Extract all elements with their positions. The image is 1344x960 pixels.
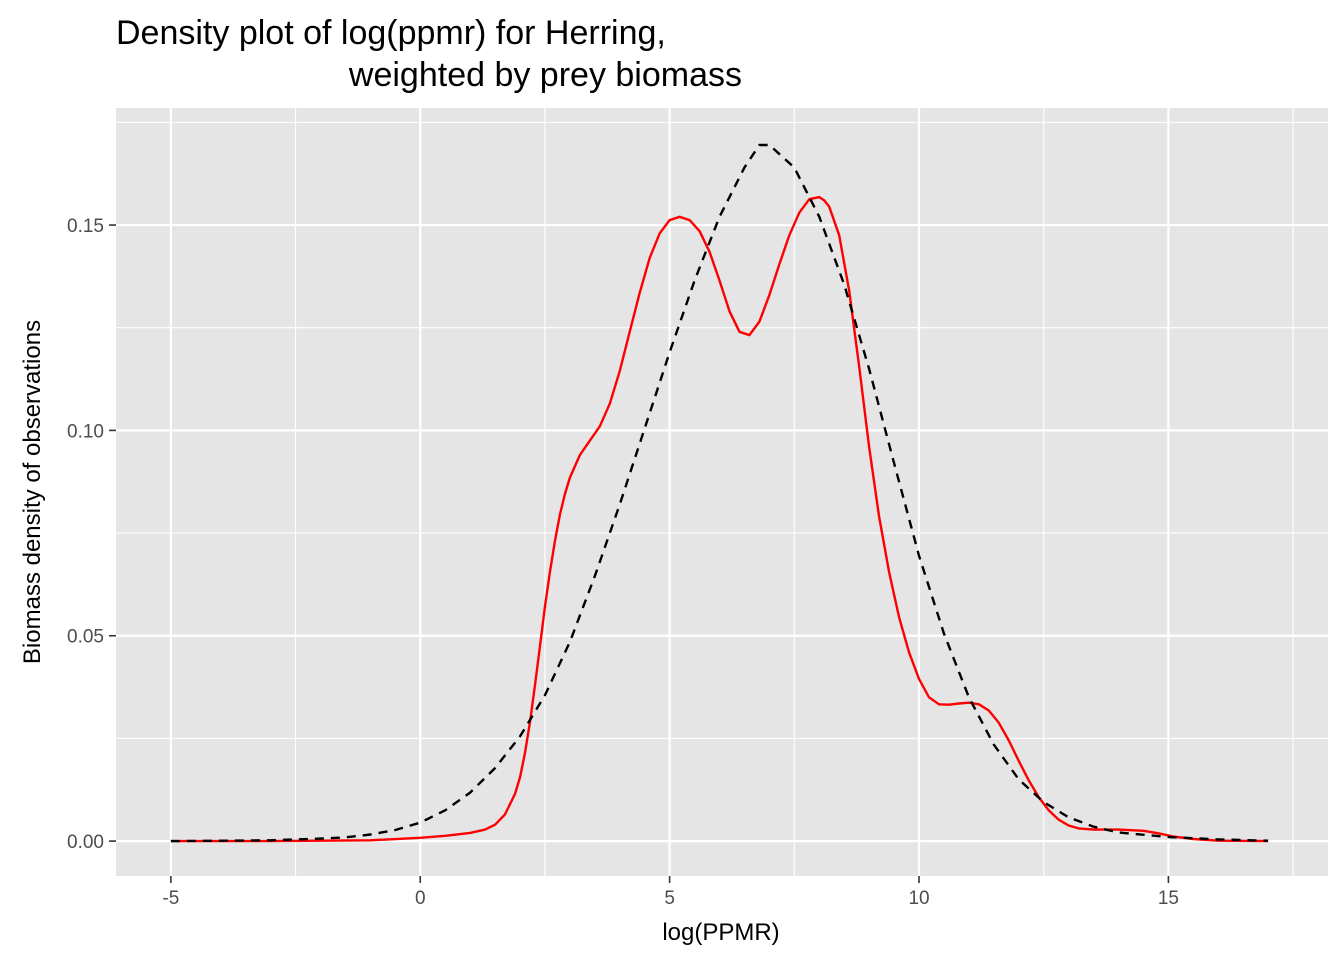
- x-tick-label: 10: [908, 888, 929, 909]
- chart-title-line-1: Density plot of log(ppmr) for Herring,: [116, 14, 666, 52]
- x-tick-label: 5: [664, 888, 675, 909]
- minor-gridlines: [116, 108, 1328, 876]
- x-axis-title: log(PPMR): [662, 919, 779, 946]
- solid-density-line: [170, 195, 1269, 843]
- y-tick-label: 0.05: [67, 627, 104, 648]
- major-gridlines: [116, 108, 1328, 876]
- y-axis-title: Biomass density of observations: [19, 320, 46, 664]
- x-tick-label: 15: [1158, 888, 1179, 909]
- y-tick-label: 0.15: [67, 216, 104, 237]
- x-tick-label: -5: [162, 888, 179, 909]
- plot-panel: [116, 108, 1328, 876]
- y-tick-label: 0.10: [67, 421, 104, 442]
- y-axis: 0.00 0.05 0.10 0.15: [67, 216, 116, 853]
- x-axis: -5 0 5 10 15: [162, 876, 1179, 909]
- y-tick-label: 0.00: [67, 832, 104, 853]
- chart-title-line-2: weighted by prey biomass: [348, 56, 742, 94]
- x-tick-label: 0: [415, 888, 426, 909]
- chart-title: Density plot of log(ppmr) for Herring, w…: [116, 14, 742, 94]
- series-layer: [170, 143, 1269, 843]
